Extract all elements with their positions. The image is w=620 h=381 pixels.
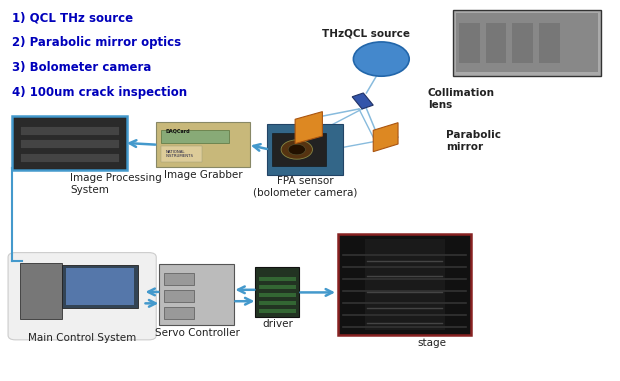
Text: 1) QCL THz source: 1) QCL THz source — [12, 11, 133, 24]
Text: Servo Controller: Servo Controller — [155, 328, 239, 338]
Bar — [164, 273, 193, 285]
Text: NATIONAL
INSTRUMENTS: NATIONAL INSTRUMENTS — [166, 150, 193, 158]
Bar — [459, 23, 480, 63]
Bar — [20, 153, 119, 162]
Text: THzQCL source: THzQCL source — [322, 28, 410, 38]
Text: Main Control System: Main Control System — [29, 333, 136, 343]
Circle shape — [353, 42, 409, 76]
Circle shape — [281, 140, 312, 159]
Bar — [259, 277, 296, 281]
Bar — [539, 23, 560, 63]
FancyBboxPatch shape — [13, 117, 126, 169]
FancyBboxPatch shape — [159, 264, 234, 325]
FancyBboxPatch shape — [267, 124, 343, 175]
Polygon shape — [295, 112, 322, 144]
Bar — [456, 13, 598, 72]
Text: 2) Parabolic mirror optics: 2) Parabolic mirror optics — [12, 36, 182, 49]
Bar — [12, 116, 127, 170]
Bar — [259, 285, 296, 289]
Bar — [272, 133, 326, 166]
Bar — [485, 23, 507, 63]
Bar — [259, 301, 296, 305]
Bar — [512, 23, 533, 63]
Bar — [164, 307, 193, 319]
Text: DAQCard: DAQCard — [166, 128, 190, 133]
Polygon shape — [373, 123, 398, 152]
Text: 3) Bolometer camera: 3) Bolometer camera — [12, 61, 152, 74]
Polygon shape — [352, 93, 373, 109]
Bar — [161, 130, 229, 143]
Text: 4) 100um crack inspection: 4) 100um crack inspection — [12, 86, 187, 99]
Bar — [259, 293, 296, 297]
FancyBboxPatch shape — [8, 253, 156, 340]
Text: FPA sensor
(bolometer camera): FPA sensor (bolometer camera) — [254, 176, 358, 198]
Bar — [453, 10, 601, 76]
Text: stage: stage — [417, 338, 446, 348]
Text: driver: driver — [262, 319, 293, 329]
Bar — [66, 268, 134, 305]
FancyBboxPatch shape — [62, 265, 138, 308]
Text: Image Processing
System: Image Processing System — [70, 173, 162, 195]
FancyBboxPatch shape — [20, 263, 62, 319]
FancyBboxPatch shape — [255, 267, 299, 317]
Bar — [259, 309, 296, 313]
Bar — [164, 290, 193, 302]
FancyBboxPatch shape — [156, 122, 250, 167]
Bar — [338, 234, 471, 335]
Bar — [365, 239, 445, 330]
Circle shape — [288, 144, 306, 155]
Text: Parabolic
mirror: Parabolic mirror — [446, 130, 502, 152]
Bar — [20, 126, 119, 135]
Bar — [20, 139, 119, 148]
Bar — [161, 146, 202, 162]
Text: Collimation
lens: Collimation lens — [428, 88, 495, 110]
Text: Image Grabber: Image Grabber — [164, 170, 242, 179]
